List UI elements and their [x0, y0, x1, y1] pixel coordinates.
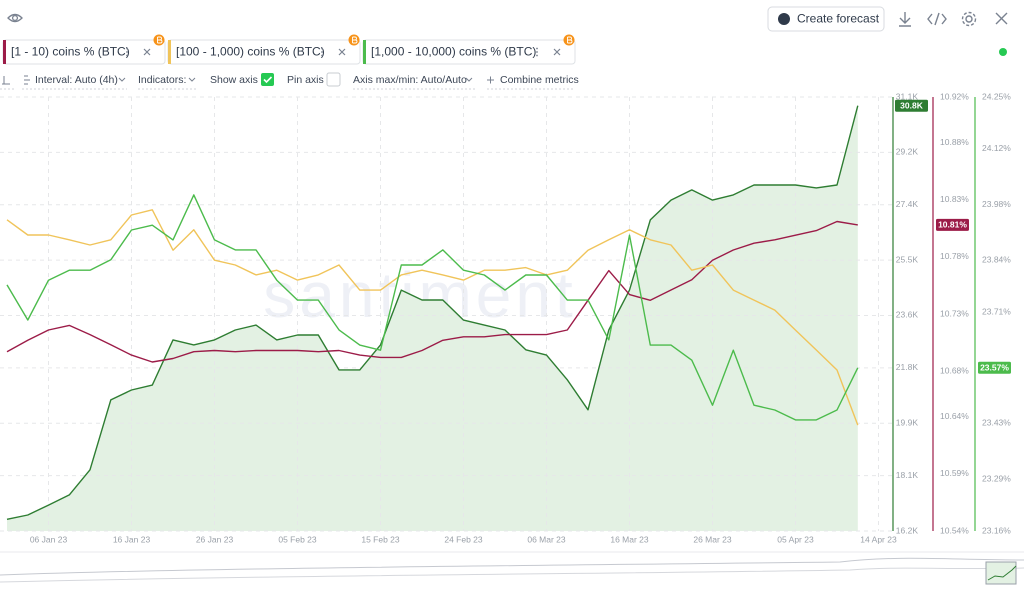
y-tick-label: 31.1K: [896, 91, 919, 101]
x-tick-label: 16 Jan 23: [113, 534, 151, 544]
x-tick-label: 06 Jan 23: [30, 534, 68, 544]
create-forecast-label: Create forecast: [797, 12, 880, 26]
tab-menu: [536, 54, 538, 57]
value-label: 30.8K: [900, 100, 924, 110]
series-line: [6, 194, 859, 421]
value-badge: [895, 99, 928, 112]
series-line: [6, 105, 859, 520]
live-dot: [999, 48, 1007, 56]
asset-badge-mark: [352, 36, 358, 44]
value-label: 10.81%: [938, 220, 967, 230]
series-area: [7, 105, 858, 531]
x-tick-label: 26 Mar 23: [693, 534, 732, 544]
show-axis-checkbox[interactable]: [261, 73, 274, 86]
tab-menu[interactable]: [126, 51, 128, 53]
y-tick-label: 19.9K: [896, 417, 919, 427]
tab-menu[interactable]: [321, 51, 323, 53]
axis-minmax-control[interactable]: Axis max/min: Auto/Auto: [353, 74, 467, 86]
metric-tabs: [1 - 10) coins % (BTC) [100 - 1,000) coin…: [2, 34, 576, 65]
eye-icon[interactable]: [7, 13, 23, 23]
x-tick-label: 05 Apr 23: [777, 534, 814, 544]
series-line: [6, 209, 859, 426]
x-tick-label: 14 Apr 23: [860, 534, 897, 544]
forecast-icon: [778, 13, 790, 25]
asset-badge-mark: [567, 36, 573, 44]
y-tick-label: 16.2K: [896, 525, 919, 535]
y-tick-label: 23.29%: [982, 473, 1011, 483]
y-tick-label: 29.2K: [896, 147, 919, 157]
indicators-control[interactable]: Indicators:: [138, 74, 186, 86]
tab-menu: [126, 47, 128, 50]
tab-menu[interactable]: [536, 51, 538, 53]
chevron: [188, 77, 196, 82]
tab-menu: [321, 54, 323, 57]
y-tick-label: 10.83%: [940, 194, 969, 204]
y-tick-label: 10.54%: [940, 525, 969, 535]
chevron: [465, 77, 473, 82]
y-tick-label: 27.4K: [896, 199, 919, 209]
y-tick-label: 23.98%: [982, 199, 1011, 209]
y-tick-label: 18.1K: [896, 470, 919, 480]
pin-axis-checkbox[interactable]: [326, 72, 341, 87]
tab-menu: [321, 47, 323, 50]
y-tick-label: 23.6K: [896, 310, 919, 320]
tab-label: [1,000 - 10,000) coins % (BTC): [371, 45, 536, 59]
combine-metrics-control[interactable]: Combine metrics: [500, 74, 579, 86]
interval-control[interactable]: Interval: Auto (4h): [35, 74, 118, 86]
pin-axis-label: Pin axis: [287, 74, 324, 86]
y-tick-label: 10.68%: [940, 365, 969, 375]
plot-area: santiment31.1K29.2K27.4K25.5K23.6K21.8K1…: [0, 91, 1011, 544]
y-tick-label: 10.59%: [940, 468, 969, 478]
y-tick-label: 24.25%: [982, 91, 1011, 101]
value-badge: [978, 361, 1011, 374]
create-forecast-button[interactable]: [767, 6, 885, 32]
interval-icon: [24, 75, 30, 85]
x-tick-label: 05 Feb 23: [278, 534, 317, 544]
chevron: [118, 77, 126, 82]
toolbar-icons[interactable]: [899, 11, 1008, 27]
y-tick-label: 21.8K: [896, 362, 919, 372]
series-line: [6, 220, 858, 363]
y-tick-label: 23.43%: [982, 418, 1011, 428]
controls-row: Interval: Auto (4h) Indicators: Show axi…: [0, 72, 579, 90]
tab-close[interactable]: [553, 48, 561, 56]
tab-color: [3, 40, 6, 64]
y-tick-label: 10.88%: [940, 137, 969, 147]
tab-color: [168, 40, 171, 64]
y-tick-label: 10.92%: [940, 91, 969, 101]
show-axis-label: Show axis: [210, 74, 258, 86]
value-badge: [936, 218, 969, 231]
chart-type-icon[interactable]: [2, 76, 10, 85]
value-label: 23.57%: [980, 363, 1009, 373]
y-tick-label: 10.73%: [940, 308, 969, 318]
navigator[interactable]: [0, 551, 1024, 585]
x-tick-label: 26 Jan 23: [196, 534, 234, 544]
y-tick-label: 10.64%: [940, 411, 969, 421]
tab-close[interactable]: [338, 48, 346, 56]
x-tick-label: 24 Feb 23: [444, 534, 483, 544]
y-tick-label: 23.84%: [982, 254, 1011, 264]
tab-label: [1 - 10) coins % (BTC): [11, 45, 130, 59]
tab-close[interactable]: [143, 48, 151, 56]
check: [263, 76, 273, 84]
x-tick-label: 16 Mar 23: [610, 534, 649, 544]
x-tick-label: 15 Feb 23: [361, 534, 400, 544]
asset-badge-mark: [157, 36, 163, 44]
y-tick-label: 25.5K: [896, 254, 919, 264]
x-tick-label: 06 Mar 23: [527, 534, 566, 544]
tab-menu: [126, 54, 128, 57]
plus-icon: [487, 76, 494, 84]
y-tick-label: 23.16%: [982, 525, 1011, 535]
y-tick-label: 24.12%: [982, 143, 1011, 153]
tab-menu: [536, 47, 538, 50]
y-tick-label: 10.78%: [940, 251, 969, 261]
tab-label: [100 - 1,000) coins % (BTC): [176, 45, 325, 59]
y-tick-label: 23.71%: [982, 306, 1011, 316]
tab-color: [363, 40, 366, 64]
